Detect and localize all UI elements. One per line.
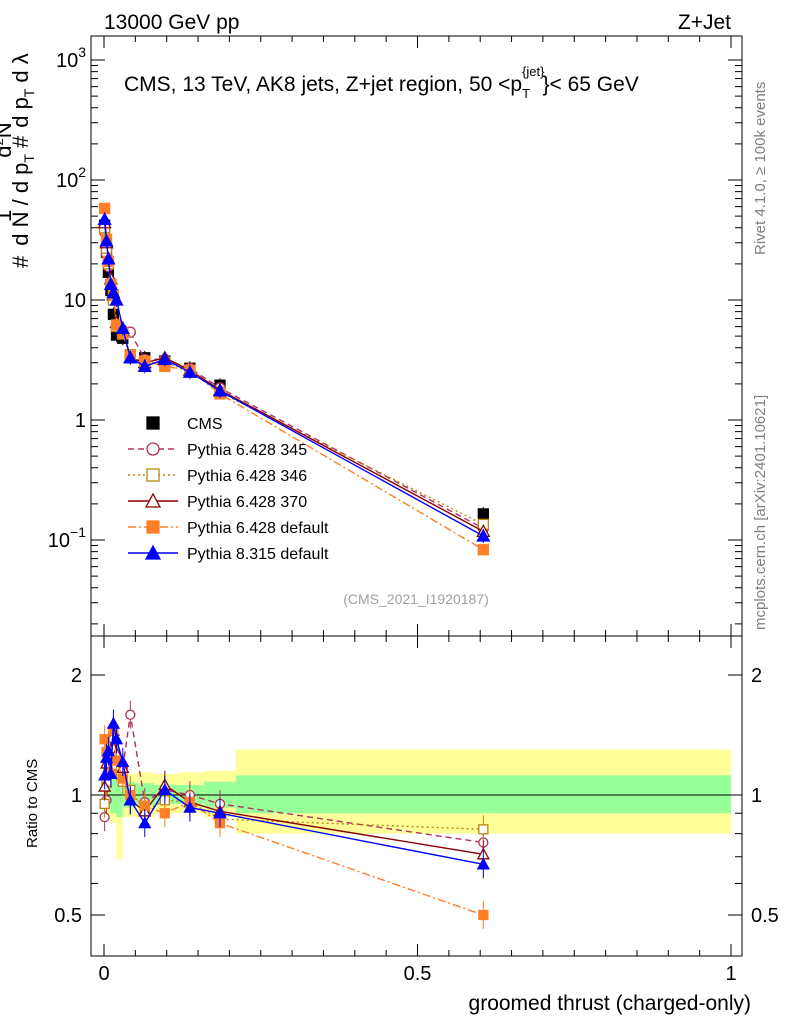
ratio-y-tick-label: 2 xyxy=(71,665,82,687)
data-point xyxy=(157,352,172,366)
ratio-point xyxy=(99,734,110,745)
ratio-point xyxy=(139,800,150,811)
header-left-label: 13000 GeV pp xyxy=(104,11,239,34)
legend: CMS Pythia 6.428 345 Pythia 6.428 346 Pythi… xyxy=(128,416,329,563)
ratio-point xyxy=(478,824,489,835)
legend-marker xyxy=(146,416,160,430)
top-y-tick-label: 10 xyxy=(64,290,86,312)
legend-marker xyxy=(144,544,162,560)
ratio-point xyxy=(213,806,227,819)
x-tick-label: 0.5 xyxy=(404,963,432,985)
ratio-series-pythia-8-315-default xyxy=(98,709,490,879)
ratio-point xyxy=(101,744,115,757)
ratio-y-tick-label-right: 0.5 xyxy=(751,905,779,927)
series-pythia-8-315-default xyxy=(97,211,491,543)
ratio-point xyxy=(138,816,152,829)
ratio-y-tick-label: 1 xyxy=(71,785,82,807)
ratio-point xyxy=(99,798,110,810)
header-right-label: Z+Jet xyxy=(678,11,731,34)
ratio-point xyxy=(99,750,114,763)
series-line xyxy=(103,222,484,532)
ratio-point xyxy=(109,732,124,745)
x-tick-label: 1 xyxy=(725,963,736,985)
data-point xyxy=(97,211,112,225)
ratio-point xyxy=(116,755,130,768)
ratio-point xyxy=(158,783,172,796)
data-point xyxy=(101,251,116,265)
data-point xyxy=(182,364,197,378)
ratio-band-inner xyxy=(235,775,732,814)
legend-marker xyxy=(146,520,160,534)
data-point xyxy=(137,358,152,372)
main-plot-ylabel-text: #d N / d pT#d pTd λ xyxy=(8,53,37,268)
data-point xyxy=(212,383,228,397)
analysis-watermark: (CMS_2021_I1920187) xyxy=(343,591,489,607)
rivet-version-label: Rivet 4.1.0, ≥ 100k events xyxy=(752,82,769,255)
ratio-point xyxy=(123,793,137,806)
ratio-plot-frame xyxy=(90,635,743,957)
ratio-point xyxy=(104,766,118,779)
legend-label: Pythia 6.428 370 xyxy=(187,494,307,511)
main-plot-ylabel-numerator: 1d2N xyxy=(0,122,16,222)
plot-title: CMS, 13 TeV, AK8 jets, Z+jet region, 50 … xyxy=(124,64,639,101)
ratio-point xyxy=(106,716,121,729)
data-point xyxy=(123,350,138,364)
top-y-tick-label: 103 xyxy=(56,44,86,72)
ratio-point xyxy=(476,857,490,870)
x-tick-label: 0 xyxy=(98,963,109,985)
data-point xyxy=(99,233,114,247)
legend-label: Pythia 8.315 default xyxy=(187,546,329,563)
ratio-point xyxy=(478,909,489,921)
legend-marker xyxy=(144,492,162,508)
legend-label: Pythia 6.428 345 xyxy=(187,442,307,459)
ratio-point xyxy=(183,800,197,813)
legend-label: Pythia 6.428 default xyxy=(187,520,329,537)
ratio-band-inner xyxy=(110,778,117,814)
ratio-point xyxy=(125,709,136,720)
data-point xyxy=(477,544,489,556)
top-y-tick-label: 1 xyxy=(75,410,86,432)
legend-item: Pythia 6.428 370 xyxy=(128,492,307,511)
legend-label: Pythia 6.428 346 xyxy=(187,468,307,485)
ratio-y-tick-label-right: 1 xyxy=(751,785,762,807)
ratio-plot-panel: 0 0.5 1 0.5 0.5 1 1 2 2 Ratio to CMS groomed thr… xyxy=(24,635,779,1015)
data-point xyxy=(477,508,489,520)
legend-item: Pythia 6.428 default xyxy=(128,520,329,537)
data-point xyxy=(115,321,130,335)
legend-item: CMS xyxy=(146,416,223,433)
data-point xyxy=(476,528,491,542)
x-axis-label: groomed thrust (charged-only) xyxy=(469,992,751,1015)
ratio-y-tick-label: 0.5 xyxy=(54,905,82,927)
legend-label: CMS xyxy=(187,416,223,433)
ratio-y-tick-label-right: 2 xyxy=(751,665,762,687)
legend-item: Pythia 6.428 345 xyxy=(128,442,307,459)
legend-item: Pythia 8.315 default xyxy=(128,544,329,563)
main-plot-ylabel: #d N / d pT#d pTd λ 1d2N xyxy=(0,53,37,268)
ratio-point xyxy=(159,808,170,819)
top-y-tick-label: 10−1 xyxy=(48,524,86,552)
legend-marker xyxy=(146,468,160,482)
series-line xyxy=(103,219,484,537)
legend-marker xyxy=(146,442,160,456)
ratio-band-inner xyxy=(116,775,123,818)
ratio-plot-ylabel: Ratio to CMS xyxy=(24,759,41,848)
top-y-tick-label: 102 xyxy=(56,164,86,192)
legend-item: Pythia 6.428 346 xyxy=(128,468,307,485)
series-pythia-6-428-345 xyxy=(98,226,489,535)
data-point xyxy=(109,292,124,306)
data-point xyxy=(98,202,111,215)
mcplots-label: mcplots.cern.ch [arXiv:2401.10621] xyxy=(752,395,769,630)
series-pythia-6-428-370 xyxy=(97,215,491,538)
